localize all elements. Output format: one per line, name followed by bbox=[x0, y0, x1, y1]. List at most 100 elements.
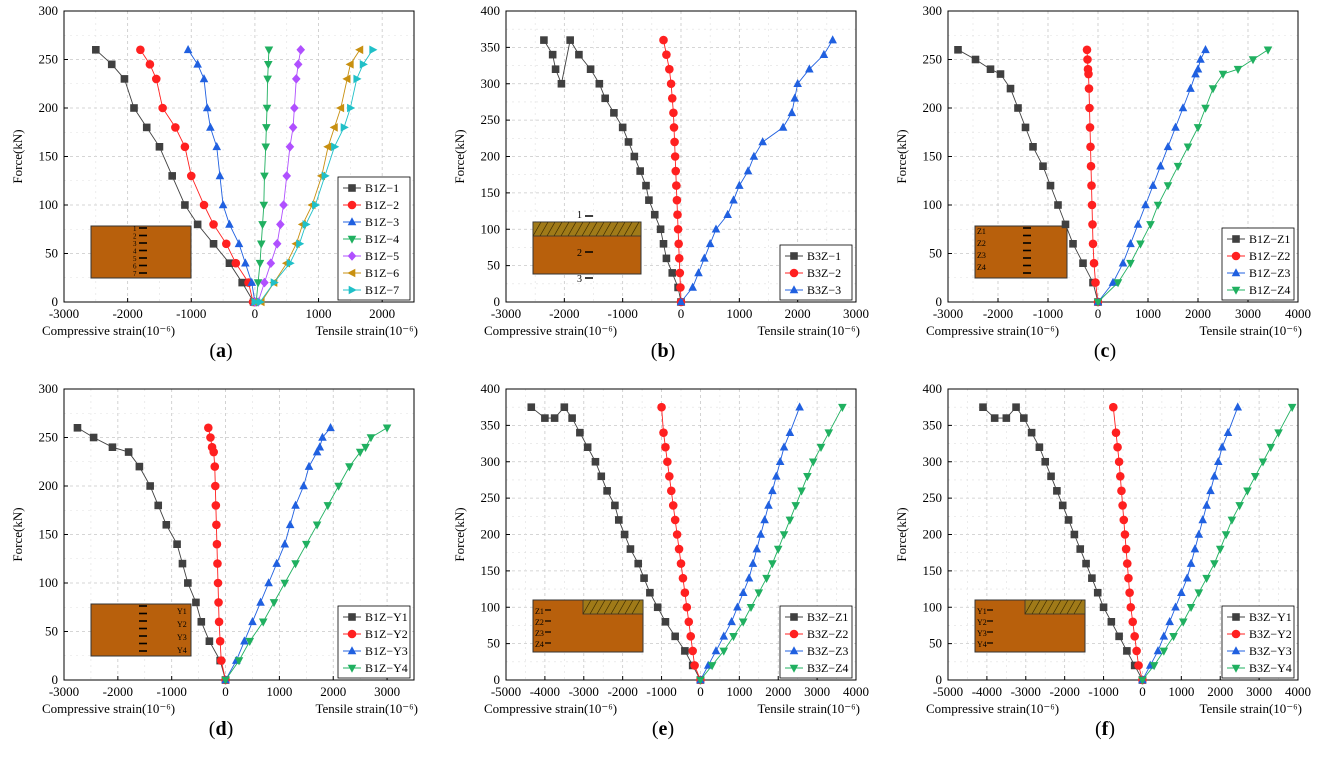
data-point bbox=[1266, 443, 1276, 452]
data-point bbox=[209, 240, 218, 248]
y-tick-label: 50 bbox=[929, 636, 942, 651]
data-point bbox=[1058, 501, 1067, 510]
y-tick-label: 200 bbox=[923, 527, 943, 542]
y-axis-title: Force(kN) bbox=[452, 507, 467, 561]
data-point bbox=[1088, 220, 1097, 229]
data-point bbox=[733, 602, 742, 611]
data-point bbox=[1178, 618, 1188, 627]
data-point bbox=[155, 143, 164, 151]
x-tick-label: 3000 bbox=[1246, 684, 1272, 699]
data-point bbox=[785, 516, 795, 525]
data-point bbox=[803, 473, 812, 482]
data-point bbox=[253, 279, 263, 288]
data-point bbox=[261, 143, 271, 152]
y-tick-label: 300 bbox=[39, 381, 59, 396]
data-point bbox=[779, 442, 789, 451]
x-tick-label: 2000 bbox=[369, 306, 395, 321]
series-B3Z−Z1 bbox=[527, 403, 705, 684]
data-point bbox=[212, 520, 221, 530]
y-tick-label: 100 bbox=[923, 197, 943, 212]
data-point bbox=[290, 103, 299, 113]
x-tick-label: 2000 bbox=[765, 684, 791, 699]
data-point bbox=[1191, 69, 1200, 78]
data-point bbox=[215, 636, 225, 646]
data-point bbox=[1070, 530, 1079, 539]
y-tick-label: 200 bbox=[481, 149, 501, 164]
data-point bbox=[210, 462, 220, 471]
data-point bbox=[130, 104, 138, 112]
beam-inset-label: 1 bbox=[133, 225, 137, 233]
chart-e-svg: -5000 -4000 -3000 -2000 -1000 0 1000 2000 3000 40… bbox=[452, 381, 869, 716]
data-point bbox=[838, 403, 847, 412]
data-point bbox=[89, 433, 98, 442]
beam-inset-label: Z3 bbox=[977, 251, 986, 260]
beam-inset: Z1 Z2 Z3 Z4 bbox=[532, 599, 644, 653]
data-point bbox=[1115, 632, 1123, 641]
data-point bbox=[676, 283, 685, 292]
series-B3Z−Z3 bbox=[696, 402, 804, 684]
data-point bbox=[1274, 429, 1283, 438]
data-point bbox=[711, 224, 721, 233]
data-point bbox=[1201, 104, 1210, 113]
data-point bbox=[206, 433, 215, 442]
data-point bbox=[266, 258, 276, 268]
series-line bbox=[77, 427, 226, 681]
series-B1Z−Y3 bbox=[221, 423, 335, 684]
data-point bbox=[1087, 200, 1097, 210]
data-point bbox=[1134, 661, 1143, 670]
data-point bbox=[601, 94, 609, 103]
axes: -3000 -2000 -1000 0 1000 2000 3000 0 50 100 150 200… bbox=[481, 3, 870, 321]
data-point bbox=[626, 545, 635, 553]
y-tick-label: 100 bbox=[481, 599, 501, 614]
legend-marker bbox=[1231, 268, 1241, 277]
legend-marker bbox=[790, 613, 798, 621]
data-point bbox=[1119, 515, 1129, 525]
data-point bbox=[120, 75, 129, 83]
data-point bbox=[1169, 633, 1178, 642]
data-point bbox=[668, 501, 678, 510]
data-point bbox=[656, 225, 665, 234]
beam-inset-hatch bbox=[1038, 599, 1048, 615]
x-tick-label: -2000 bbox=[983, 306, 1013, 321]
beam-inset-label: 3 bbox=[577, 274, 582, 285]
data-point bbox=[686, 632, 696, 641]
y-tick-label: 250 bbox=[39, 52, 59, 67]
data-point bbox=[673, 210, 682, 219]
data-point bbox=[312, 200, 321, 210]
series-B3Z−Y2 bbox=[1108, 402, 1147, 685]
x-tick-label: -3000 bbox=[49, 684, 79, 699]
data-point bbox=[1006, 84, 1015, 93]
data-point bbox=[1120, 530, 1130, 539]
data-point bbox=[790, 93, 800, 102]
data-point bbox=[180, 142, 190, 152]
data-point bbox=[135, 462, 144, 471]
x-tick-label: -2000 bbox=[1049, 684, 1079, 699]
data-point bbox=[1118, 258, 1128, 267]
data-point bbox=[240, 636, 249, 645]
data-point bbox=[557, 79, 566, 88]
data-point bbox=[361, 443, 370, 452]
beam-inset-body bbox=[974, 225, 1068, 279]
y-axis-title: Force(kN) bbox=[10, 507, 25, 561]
data-point bbox=[286, 258, 295, 268]
data-point bbox=[696, 676, 705, 685]
data-point bbox=[269, 599, 279, 608]
beam-inset: Y1 Y2 Y3 Y4 bbox=[90, 603, 192, 657]
data-point bbox=[1186, 558, 1196, 567]
beam-inset-hatch bbox=[1052, 599, 1062, 615]
data-point bbox=[636, 167, 644, 175]
data-point bbox=[663, 457, 672, 467]
data-point bbox=[614, 516, 623, 524]
legend-marker bbox=[1231, 286, 1241, 295]
data-point bbox=[548, 50, 557, 59]
y-tick-label: 350 bbox=[481, 417, 501, 432]
y-tick-label: 250 bbox=[481, 490, 501, 505]
data-point bbox=[359, 60, 368, 69]
data-point bbox=[1190, 544, 1200, 553]
data-point bbox=[231, 258, 241, 268]
data-point bbox=[674, 544, 684, 554]
data-point bbox=[369, 45, 378, 55]
data-point bbox=[681, 647, 689, 655]
data-point bbox=[986, 65, 995, 73]
x-tick-label: -3000 bbox=[933, 306, 963, 321]
